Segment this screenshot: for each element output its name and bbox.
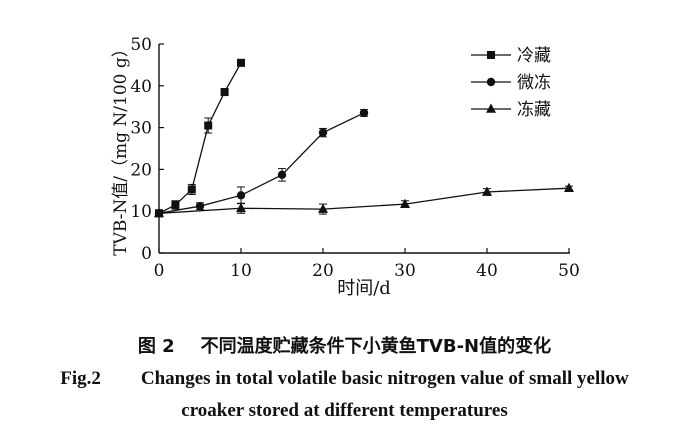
figure-number-chinese: 图 2 <box>137 336 175 357</box>
y-tick-label: 50 <box>130 35 152 55</box>
data-point <box>318 128 328 137</box>
series-circle <box>154 108 369 218</box>
y-tick-label: 10 <box>130 202 152 222</box>
legend-label: 冷藏 <box>517 46 551 66</box>
y-tick-label: 30 <box>130 119 152 139</box>
series-square <box>155 58 245 218</box>
data-point <box>564 182 574 193</box>
figure-number-english: Fig.2 <box>60 368 101 389</box>
series-line <box>158 187 570 214</box>
figure-caption-english-line2: croaker stored at different temperatures <box>181 400 508 421</box>
data-point <box>237 58 245 67</box>
legend-marker <box>487 51 495 59</box>
data-point <box>171 200 180 209</box>
figure-title-english-line1: Changes in total volatile basic nitrogen… <box>140 368 629 389</box>
data-point <box>236 202 246 213</box>
y-tick-label: 0 <box>141 244 152 264</box>
x-tick-label: 20 <box>312 261 334 281</box>
legend-marker <box>486 103 496 113</box>
data-point <box>220 88 229 97</box>
data-point <box>204 121 213 130</box>
legend-label: 微冻 <box>517 73 551 93</box>
legend-label: 冻藏 <box>517 100 551 120</box>
figure-caption-english-line1: Fig.2 Changes in total volatile basic nit… <box>0 368 689 390</box>
x-tick-label: 10 <box>230 261 252 281</box>
data-point <box>400 198 410 208</box>
series-triangle <box>154 182 574 218</box>
data-point <box>187 185 196 194</box>
data-point <box>195 201 205 211</box>
y-tick-label: 40 <box>130 77 152 97</box>
data-point <box>482 186 492 196</box>
x-tick-label: 50 <box>558 261 580 281</box>
data-point <box>359 108 369 118</box>
figure-caption-chinese: 图 2 不同温度贮藏条件下小黄鱼TVB-N值的变化 <box>0 332 689 358</box>
data-point <box>277 170 287 180</box>
legend-item: 冻藏 <box>471 100 551 120</box>
x-tick-label: 0 <box>154 261 165 281</box>
y-axis-label: TVB-N值/（mg N/100 g） <box>111 40 131 256</box>
series-line <box>158 112 365 214</box>
legend-item: 微冻 <box>471 73 551 93</box>
figure-title-chinese: 不同温度贮藏条件下小黄鱼TVB-N值的变化 <box>200 336 552 357</box>
y-tick-label: 20 <box>130 160 152 180</box>
x-tick-label: 30 <box>394 261 416 281</box>
data-point <box>236 191 246 200</box>
data-point <box>154 207 164 218</box>
legend-marker <box>486 77 496 87</box>
series-line <box>158 62 242 214</box>
legend-item: 冷藏 <box>471 46 551 66</box>
x-tick-label: 40 <box>476 261 498 281</box>
x-axis-label: 时间/d <box>337 278 391 299</box>
data-point <box>318 203 328 213</box>
